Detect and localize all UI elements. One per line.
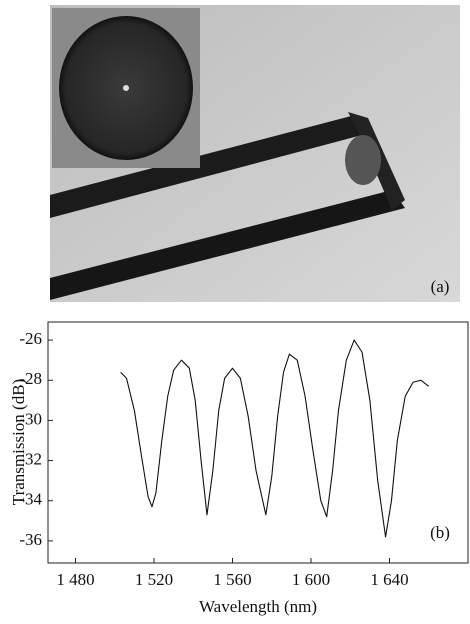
y-tick-label: -36: [19, 530, 42, 549]
photo: (a): [50, 5, 460, 302]
y-tick-label: -34: [19, 490, 42, 509]
y-axis-label: Transmission (dB): [9, 379, 28, 505]
y-tick-label: -26: [19, 329, 42, 348]
x-tick-label: 1 600: [292, 570, 330, 589]
panel-label: (b): [430, 523, 450, 542]
y-tick-label: -30: [19, 409, 42, 428]
x-tick-label: 1 560: [213, 570, 251, 589]
x-tick-label: 1 520: [135, 570, 173, 589]
y-tick-label: -28: [19, 369, 42, 388]
plot-frame: [47, 321, 469, 564]
panel-label: (a): [431, 277, 450, 296]
x-tick-label: 1 480: [56, 570, 94, 589]
chart: (b) Wavelength (nm) Transmission (dB) 1 …: [9, 321, 469, 616]
x-tick-label: 1 640: [370, 570, 408, 589]
y-tick-label: -32: [19, 449, 42, 468]
x-axis-label: Wavelength (nm): [199, 597, 317, 616]
series-line: [120, 339, 430, 538]
